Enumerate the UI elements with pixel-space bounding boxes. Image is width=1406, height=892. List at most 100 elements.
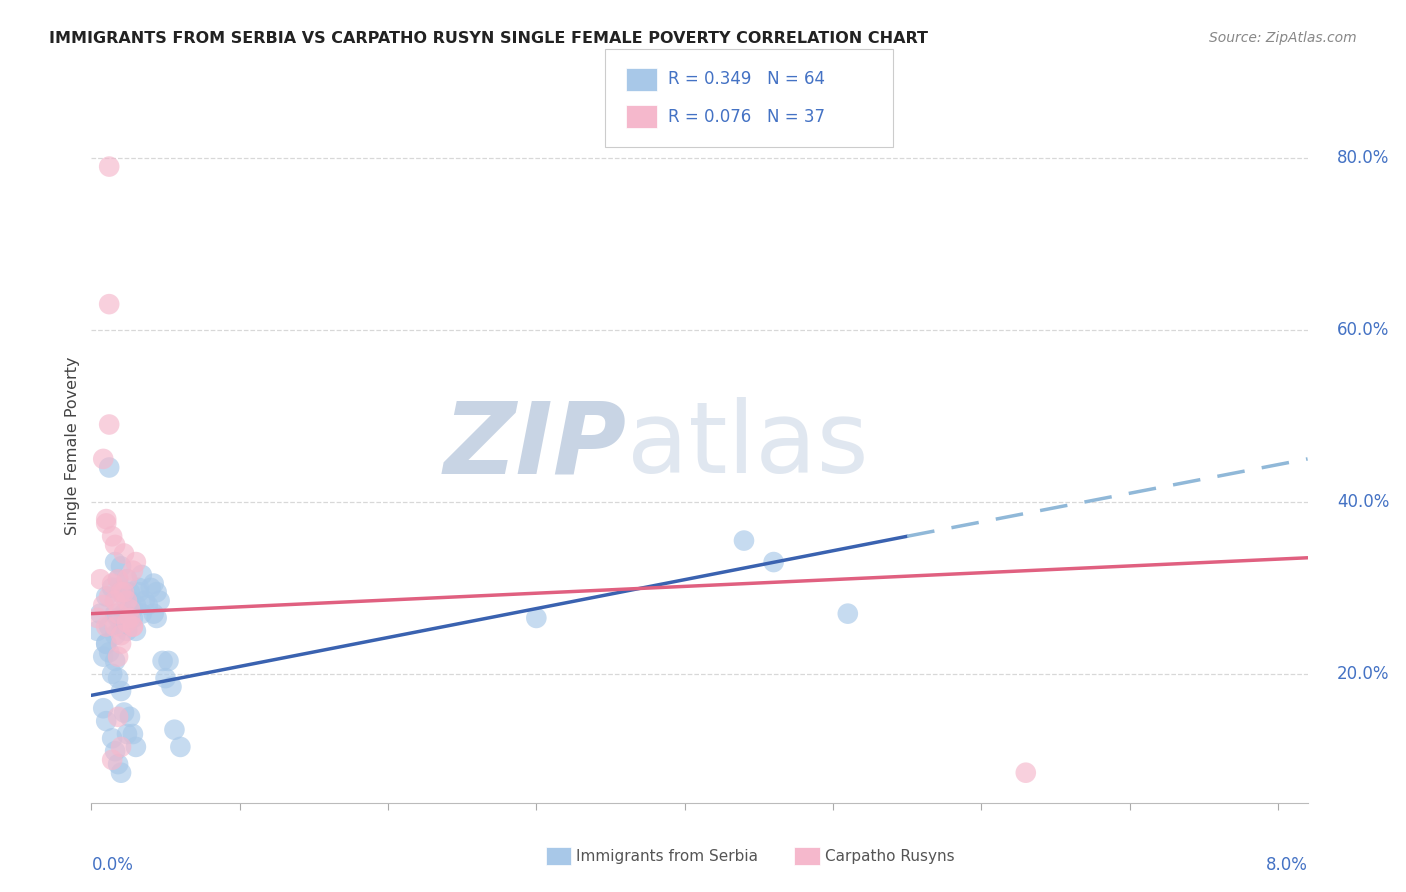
Point (169, 739, 191, 754)
Point (104, 744, 127, 758)
Point (104, 628, 127, 642)
Point (152, 654, 174, 668)
Text: 0.0%: 0.0% (91, 856, 134, 874)
Point (134, 593, 156, 607)
Point (110, 619, 132, 633)
Point (107, 671, 129, 685)
Point (107, 607, 129, 621)
Point (142, 576, 165, 591)
Point (98, 297, 121, 311)
Text: ZIP: ZIP (443, 398, 627, 494)
Point (86, 624, 108, 638)
Point (107, 572, 129, 586)
Point (122, 564, 145, 578)
Text: 60.0%: 60.0% (1337, 321, 1389, 339)
Point (122, 619, 145, 633)
Point (86, 611, 108, 625)
Point (139, 581, 162, 595)
Point (762, 555, 785, 569)
Point (110, 739, 132, 754)
Point (122, 611, 145, 625)
Point (115, 572, 138, 586)
Point (1015, 765, 1038, 780)
Point (96, 637, 118, 651)
Point (101, 581, 124, 595)
Point (118, 585, 141, 599)
Point (145, 611, 167, 625)
Point (112, 585, 135, 599)
Point (110, 765, 132, 780)
Text: R = 0.076   N = 37: R = 0.076 N = 37 (668, 108, 825, 126)
Point (98, 417, 121, 432)
Point (101, 529, 124, 543)
Point (115, 624, 138, 638)
Point (163, 723, 186, 737)
Point (118, 602, 141, 616)
Text: 20.0%: 20.0% (1337, 665, 1389, 683)
Point (128, 581, 150, 595)
Point (104, 619, 127, 633)
Point (96, 714, 118, 728)
Point (104, 593, 127, 607)
Point (160, 680, 183, 694)
Point (118, 611, 141, 625)
Point (98, 590, 121, 604)
Point (110, 585, 132, 599)
Point (104, 654, 127, 668)
Text: R = 0.349   N = 64: R = 0.349 N = 64 (668, 70, 825, 88)
Point (155, 671, 177, 685)
Point (118, 593, 141, 607)
Point (91, 649, 114, 664)
Point (96, 637, 118, 651)
Text: Immigrants from Serbia: Immigrants from Serbia (576, 849, 758, 863)
Point (96, 516, 118, 531)
Text: Carpatho Rusyns: Carpatho Rusyns (825, 849, 955, 863)
Point (98, 460, 121, 475)
Point (112, 706, 135, 720)
Point (96, 512, 118, 526)
Point (91, 598, 114, 612)
Point (131, 568, 153, 582)
Point (104, 555, 127, 569)
Point (125, 739, 148, 754)
Y-axis label: Single Female Poverty: Single Female Poverty (65, 357, 80, 535)
Point (733, 533, 755, 548)
Point (142, 607, 165, 621)
Point (145, 585, 167, 599)
Text: 80.0%: 80.0% (1337, 149, 1389, 167)
Text: 8.0%: 8.0% (1265, 856, 1308, 874)
Point (89, 607, 111, 621)
Point (110, 637, 132, 651)
Point (104, 607, 127, 621)
Text: Source: ZipAtlas.com: Source: ZipAtlas.com (1209, 31, 1357, 45)
Point (122, 619, 145, 633)
Point (125, 598, 148, 612)
Point (131, 607, 153, 621)
Point (112, 590, 135, 604)
Point (101, 576, 124, 591)
Point (110, 628, 132, 642)
Point (96, 590, 118, 604)
Point (110, 684, 132, 698)
Point (115, 615, 138, 630)
Text: IMMIGRANTS FROM SERBIA VS CARPATHO RUSYN SINGLE FEMALE POVERTY CORRELATION CHART: IMMIGRANTS FROM SERBIA VS CARPATHO RUSYN… (49, 31, 928, 46)
Point (89, 572, 111, 586)
Point (115, 727, 138, 741)
Point (110, 559, 132, 574)
Point (104, 538, 127, 552)
Point (107, 757, 129, 772)
Text: atlas: atlas (627, 398, 868, 494)
Point (112, 546, 135, 560)
Point (107, 572, 129, 586)
Point (107, 710, 129, 724)
Point (101, 753, 124, 767)
Point (125, 624, 148, 638)
Point (101, 731, 124, 746)
Point (125, 555, 148, 569)
Point (122, 602, 145, 616)
Point (112, 607, 135, 621)
Point (837, 607, 859, 621)
Point (115, 572, 138, 586)
Point (96, 619, 118, 633)
Point (107, 611, 129, 625)
